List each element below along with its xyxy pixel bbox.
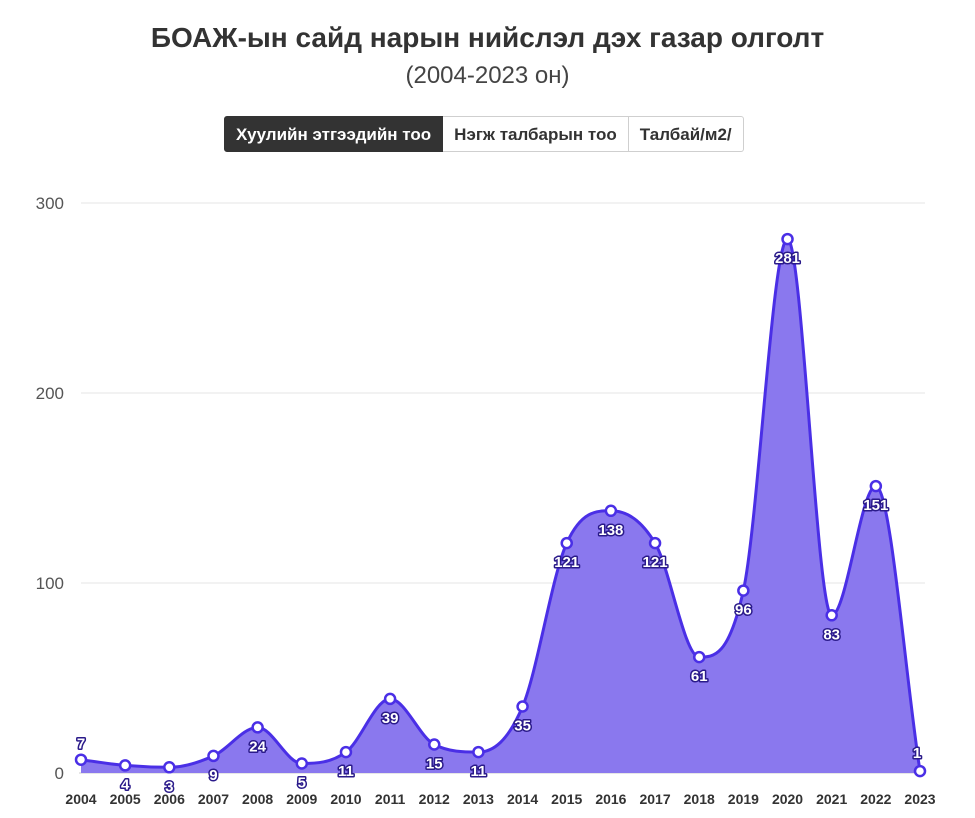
- x-tick-label: 2022: [860, 791, 891, 807]
- data-point: [781, 232, 794, 246]
- x-tick-label: 2010: [330, 791, 361, 807]
- data-label: 138: [598, 522, 623, 539]
- x-tick-label: 2020: [772, 791, 803, 807]
- data-label: 9: [209, 767, 217, 784]
- y-tick-label: 0: [55, 764, 64, 783]
- data-label: 5: [298, 775, 306, 792]
- data-point: [692, 650, 706, 664]
- data-label: 4: [121, 776, 130, 793]
- x-tick-label: 2008: [242, 791, 273, 807]
- x-tick-label: 2021: [816, 791, 847, 807]
- data-label: 11: [338, 763, 354, 780]
- data-label: 96: [735, 602, 752, 619]
- x-tick-label: 2005: [110, 791, 141, 807]
- data-point: [339, 745, 353, 759]
- y-axis: 0 100 200 300: [36, 194, 64, 783]
- chart-subtitle: (2004-2023 он): [405, 62, 570, 89]
- x-tick-label: 2019: [728, 791, 759, 807]
- y-tick-label: 300: [36, 194, 64, 213]
- data-point: [118, 759, 132, 772]
- data-point: [163, 761, 176, 774]
- series-area-fill: [81, 239, 920, 774]
- data-point: [74, 753, 88, 766]
- x-tick-label: 2011: [375, 791, 406, 807]
- data-label: 83: [823, 626, 840, 643]
- x-tick-label: 2016: [595, 791, 626, 807]
- data-label: 121: [554, 554, 579, 571]
- x-tick-label: 2023: [904, 791, 935, 807]
- y-tick-label: 200: [36, 384, 64, 403]
- x-tick-label: 2012: [419, 791, 450, 807]
- data-point: [737, 584, 750, 597]
- data-point: [251, 721, 264, 734]
- x-tick-label: 2018: [684, 791, 715, 807]
- tab-land-units[interactable]: Нэгж талбарын тоо: [443, 116, 629, 152]
- series-area: [80, 237, 922, 774]
- data-label: 7: [77, 736, 85, 753]
- data-label: 39: [382, 710, 399, 727]
- tab-legal-entities[interactable]: Хуулийн этгээдийн тоо: [224, 116, 444, 152]
- data-point: [472, 745, 485, 759]
- chart-title: БОАЖ-ын сайд нарын нийслэл дэх газар олг…: [150, 22, 825, 53]
- data-point: [869, 479, 883, 493]
- data-label: 24: [249, 738, 266, 755]
- data-point: [560, 536, 573, 550]
- data-label: 11: [470, 763, 486, 780]
- x-tick-label: 2017: [639, 791, 670, 807]
- x-tick-label: 2015: [551, 791, 582, 807]
- y-tick-label: 100: [36, 574, 64, 593]
- x-tick-label: 2014: [507, 791, 538, 807]
- x-axis: 2004 2005 2006 2007 2008 2009 2010 2011 2012 2013…: [65, 772, 936, 807]
- data-label: 3: [165, 778, 173, 795]
- data-point: [207, 749, 220, 763]
- data-point: [604, 504, 618, 518]
- data-label: 121: [643, 554, 668, 571]
- data-label: 151: [863, 497, 888, 514]
- data-points: [74, 232, 927, 778]
- data-point: [913, 764, 927, 778]
- data-label: 1: [913, 745, 921, 762]
- data-point: [648, 536, 662, 550]
- data-point: [295, 757, 309, 770]
- x-tick-label: 2006: [154, 791, 185, 807]
- data-point: [825, 609, 838, 622]
- data-point: [516, 700, 529, 713]
- data-point: [428, 738, 441, 751]
- data-label: 15: [426, 756, 443, 773]
- tab-area[interactable]: Талбай/м2/: [628, 116, 744, 152]
- x-tick-label: 2004: [65, 791, 96, 807]
- x-tick-label: 2013: [463, 791, 494, 807]
- x-tick-label: 2009: [286, 791, 317, 807]
- data-label: 61: [691, 668, 708, 685]
- data-label: 35: [514, 718, 531, 735]
- data-label: 281: [775, 250, 800, 267]
- metric-tabs: Хуулийн этгээдийн тоо Нэгж талбарын тоо …: [224, 116, 744, 152]
- x-tick-label: 2007: [198, 791, 229, 807]
- data-point: [383, 692, 397, 706]
